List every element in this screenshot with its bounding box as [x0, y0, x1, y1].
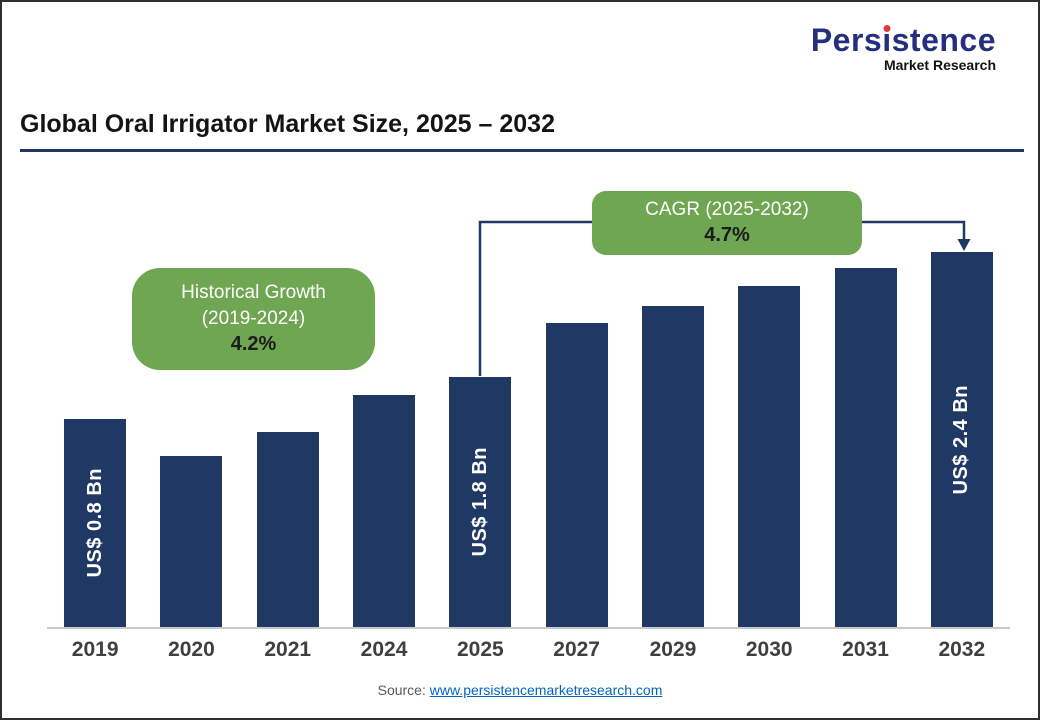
bar-2027 [545, 323, 608, 627]
bar-2031 [834, 268, 897, 627]
x-axis-label: 2032 [938, 638, 986, 661]
title-underline [20, 149, 1024, 152]
bar-2025: US$ 1.8 Bn [449, 377, 512, 627]
cagr-label: CAGR (2025-2032) [645, 198, 809, 220]
bar-2024 [353, 394, 416, 627]
x-axis: 2019 2020 2021 2024 2025 2027 2029 2030 2031 2032 [47, 638, 1010, 662]
bar-value-label: US$ 1.8 Bn [468, 447, 491, 557]
source-line: Source: www.persistencemarketresearch.co… [2, 682, 1038, 698]
logo-wordmark: Persı stence [810, 22, 996, 58]
historical-growth-value: 4.2% [230, 333, 277, 356]
historical-growth-callout: Historical Growth (2019-2024) 4.2% [132, 268, 375, 370]
bar-2021 [256, 431, 319, 627]
x-axis-label: 2031 [842, 638, 889, 661]
bar-column [336, 252, 432, 627]
historical-growth-label: Historical Growth [181, 281, 326, 303]
source-link[interactable]: www.persistencemarketresearch.com [429, 682, 663, 698]
x-axis-label: 2024 [360, 638, 408, 661]
bar-column [240, 252, 336, 627]
bar-2032: US$ 2.4 Bn [930, 252, 993, 627]
x-axis-label: 2020 [168, 638, 215, 661]
bar-column [528, 252, 624, 627]
logo: Persı stence Market Research [811, 24, 996, 72]
bar-column [143, 252, 239, 627]
bar-column: US$ 2.4 Bn [914, 252, 1010, 627]
bar-column: US$ 1.8 Bn [432, 252, 528, 627]
bar-2020 [160, 455, 223, 627]
logo-red-dot-i: ı [882, 22, 892, 58]
bar-column [625, 252, 721, 627]
bar-2019: US$ 0.8 Bn [64, 418, 127, 627]
bar-column: US$ 0.8 Bn [47, 252, 143, 627]
historical-growth-range: (2019-2024) [201, 307, 306, 329]
x-axis-label: 2030 [745, 638, 793, 661]
x-axis-label: 2021 [264, 638, 312, 661]
x-axis-label: 2027 [553, 638, 600, 661]
x-axis-label: 2019 [71, 638, 119, 661]
x-axis-label: 2029 [649, 638, 697, 661]
bar-value-label: US$ 0.8 Bn [83, 468, 106, 578]
bar-column [721, 252, 817, 627]
source-prefix: Source: [377, 682, 430, 698]
page-title: Global Oral Irrigator Market Size, 2025 … [20, 110, 555, 138]
cagr-callout: CAGR (2025-2032) 4.7% [592, 191, 862, 255]
x-axis-label: 2025 [456, 638, 504, 661]
cagr-value: 4.7% [704, 224, 750, 247]
bar-2030 [738, 286, 801, 627]
bar-column [817, 252, 913, 627]
bar-2029 [641, 306, 704, 627]
bar-value-label: US$ 2.4 Bn [950, 384, 973, 495]
logo-tagline: Market Research [883, 57, 996, 73]
